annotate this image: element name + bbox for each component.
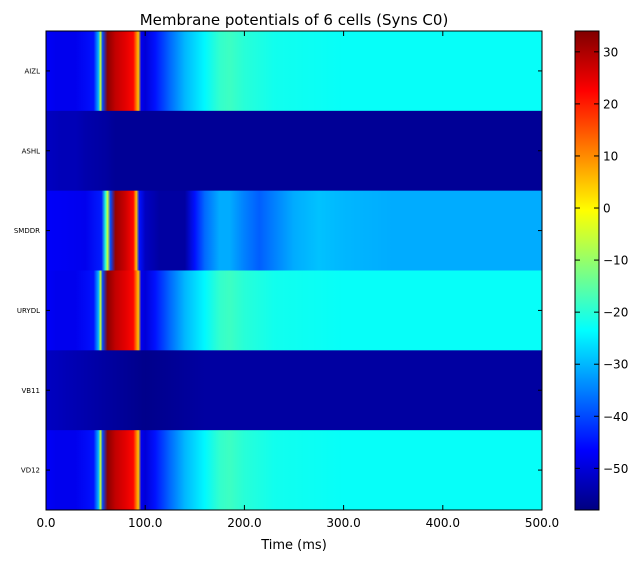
plot-frame <box>45 30 543 511</box>
colorbar-tick-label: −50 <box>603 462 628 476</box>
colorbar-tick-label: −10 <box>603 254 628 268</box>
heatmap-row-aizl <box>46 31 542 112</box>
x-tick-label: 500.0 <box>525 516 559 530</box>
colorbar-tick-label: 0 <box>603 202 611 216</box>
y-tick-label: ASHL <box>22 147 40 155</box>
chart-title: Membrane potentials of 6 cells (Syns C0) <box>140 11 449 29</box>
heatmap-row-urydl <box>46 270 542 351</box>
x-tick-label: 0.0 <box>36 516 55 530</box>
y-tick-label: URYDL <box>17 307 40 315</box>
x-tick-label: 100.0 <box>128 516 162 530</box>
x-tick-label: 400.0 <box>426 516 460 530</box>
heatmap-rows <box>46 31 542 511</box>
y-axis: AIZL ASHL SMDDR URYDL VB11 VD12 <box>14 67 542 475</box>
colorbar-ticks: 30 20 10 0 −10 −20 −30 −40 −50 <box>575 45 628 476</box>
colorbar-tick-label: −20 <box>603 306 628 320</box>
y-tick-label: VD12 <box>21 467 40 475</box>
y-tick-label: VB11 <box>22 387 41 395</box>
colorbar-tick-label: −40 <box>603 410 628 424</box>
y-tick-label: AIZL <box>24 67 40 75</box>
colorbar: 30 20 10 0 −10 −20 −30 −40 −50 <box>574 30 628 511</box>
heatmap-row-vd12 <box>46 430 542 511</box>
colorbar-gradient <box>574 30 600 511</box>
colorbar-tick-label: 30 <box>603 45 618 59</box>
y-tick-label: SMDDR <box>14 227 40 235</box>
x-tick-label: 200.0 <box>227 516 261 530</box>
heatmap-row-smddr <box>46 190 542 271</box>
heatmap-row-vb11 <box>46 350 542 431</box>
x-axis: 0.0 100.0 200.0 300.0 400.0 500.0 <box>36 31 559 530</box>
x-tick-label: 300.0 <box>326 516 360 530</box>
colorbar-tick-label: −30 <box>603 358 628 372</box>
colorbar-tick-label: 10 <box>603 149 618 163</box>
heatmap-row-ashl <box>46 110 542 192</box>
colorbar-tick-label: 20 <box>603 97 618 111</box>
x-axis-label: Time (ms) <box>260 538 327 553</box>
